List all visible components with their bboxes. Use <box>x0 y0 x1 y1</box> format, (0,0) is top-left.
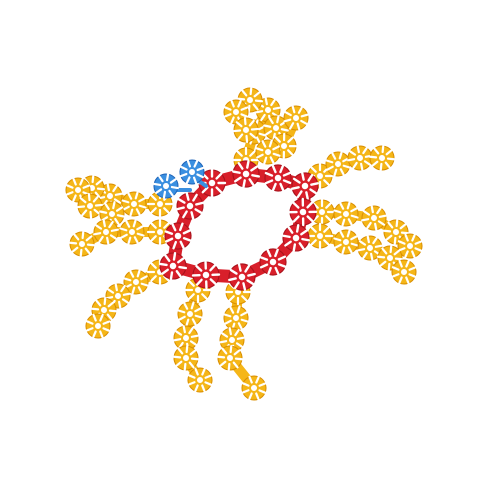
leg-piece <box>216 344 244 372</box>
body-piece <box>259 248 287 276</box>
leg-piece <box>333 201 359 227</box>
leg-piece <box>121 191 147 217</box>
body-piece <box>191 260 221 290</box>
body-piece <box>164 222 192 250</box>
body-piece <box>232 160 260 188</box>
leg-piece <box>308 198 336 226</box>
body-piece <box>281 223 311 253</box>
leg-piece <box>177 301 203 327</box>
leg-piece <box>283 105 309 131</box>
body-piece <box>197 168 227 198</box>
blue-eye-piece <box>179 159 205 185</box>
leg-piece <box>391 259 417 285</box>
leg-piece <box>119 219 145 245</box>
blue-eye-piece <box>153 173 179 199</box>
body-piece <box>158 251 188 281</box>
leg-piece <box>85 313 111 339</box>
leg-piece <box>361 205 387 231</box>
leg-piece <box>333 229 359 255</box>
body-piece <box>176 192 204 220</box>
blue-eyes <box>153 159 208 199</box>
leg-piece <box>223 305 249 331</box>
yellow-legs <box>65 86 423 401</box>
body-piece <box>288 197 318 227</box>
body-piece <box>228 263 256 291</box>
leg-piece <box>306 222 334 250</box>
leg-piece <box>241 375 267 401</box>
body-piece <box>291 172 319 200</box>
leg-piece <box>123 269 149 295</box>
leg-piece <box>93 219 119 245</box>
leg-piece <box>68 230 96 258</box>
leg-piece <box>232 116 260 144</box>
body-piece <box>264 164 292 192</box>
leg-piece <box>172 344 200 372</box>
leg-piece <box>347 145 373 171</box>
leg-piece <box>368 144 396 172</box>
leg-piece <box>76 192 104 220</box>
leg-piece <box>187 367 213 393</box>
red-body-ring <box>158 160 319 291</box>
leg-piece <box>173 325 199 351</box>
leg-piece <box>255 139 281 165</box>
